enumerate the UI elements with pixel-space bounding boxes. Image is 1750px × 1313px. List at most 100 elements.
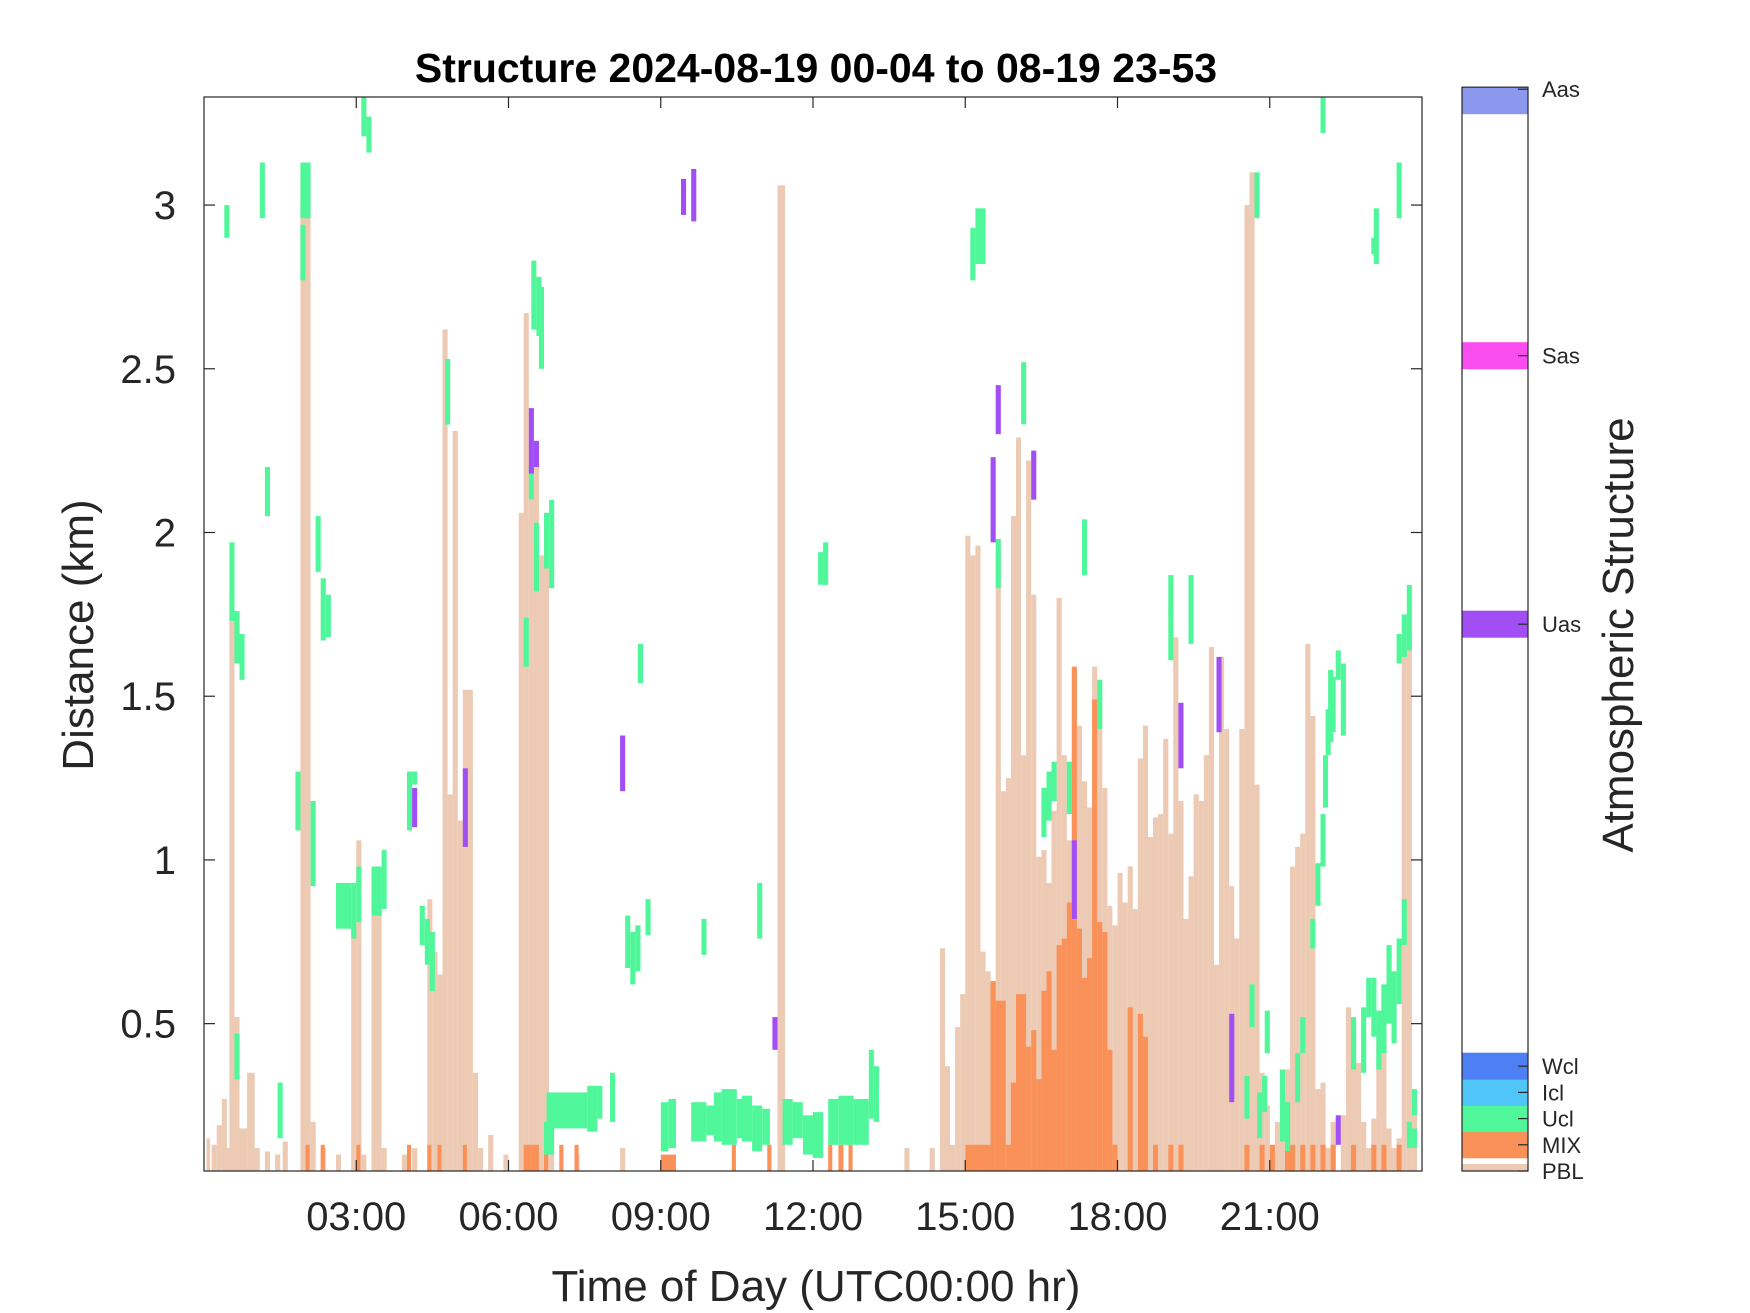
colorbar-tick-label: Wcl bbox=[1542, 1054, 1579, 1079]
cell-ucl bbox=[714, 1092, 722, 1142]
cell-pbl bbox=[229, 598, 235, 1171]
cell-pbl bbox=[381, 1148, 387, 1171]
cell-pbl bbox=[1112, 925, 1118, 1171]
cell-mix bbox=[1041, 990, 1047, 1171]
cell-mix bbox=[660, 1154, 676, 1171]
cell-ucl bbox=[868, 1049, 874, 1119]
cell-ucl bbox=[544, 512, 550, 569]
cell-ucl bbox=[995, 539, 1001, 589]
colorbar-label: Atmospheric Structure bbox=[1594, 417, 1643, 852]
cell-ucl bbox=[1264, 1010, 1270, 1054]
cell-ucl bbox=[701, 918, 707, 955]
y-tick-label: 0.5 bbox=[120, 1003, 176, 1047]
cell-mix bbox=[1285, 1144, 1291, 1171]
cell-mix bbox=[731, 1144, 736, 1171]
x-tick-label: 12:00 bbox=[763, 1195, 863, 1239]
cell-pbl bbox=[620, 1148, 626, 1171]
cell-pbl bbox=[1173, 637, 1179, 1171]
cell-mix bbox=[1097, 922, 1103, 1171]
cell-pbl bbox=[361, 1154, 367, 1171]
cell-mix bbox=[1137, 1013, 1143, 1171]
cell-pbl bbox=[264, 1151, 270, 1171]
cell-ucl bbox=[1396, 938, 1402, 1004]
cell-ucl bbox=[630, 932, 636, 985]
cell-pbl bbox=[960, 994, 966, 1171]
cell-ucl bbox=[1097, 679, 1103, 729]
cell-pbl bbox=[970, 555, 976, 1171]
cell-mix bbox=[1351, 1144, 1357, 1171]
cell-ucl bbox=[813, 1112, 824, 1158]
cell-ucl bbox=[975, 208, 986, 264]
cell-ucl bbox=[1391, 971, 1397, 1044]
cell-pbl bbox=[777, 185, 786, 1171]
cell-ucl bbox=[1340, 663, 1346, 736]
cell-mix bbox=[462, 1144, 467, 1171]
cell-pbl bbox=[518, 512, 524, 1171]
cell-mix bbox=[427, 1144, 432, 1171]
cell-pbl bbox=[1356, 1062, 1362, 1171]
cell-ucl bbox=[325, 594, 331, 638]
cell-mix bbox=[1178, 1144, 1184, 1171]
cell-pbl bbox=[1178, 801, 1184, 1171]
cell-pbl bbox=[1234, 938, 1240, 1171]
cell-mix bbox=[1153, 1144, 1159, 1171]
cell-pbl bbox=[1026, 460, 1032, 1171]
cell-uas bbox=[691, 169, 697, 222]
cell-ucl bbox=[1051, 761, 1057, 801]
cell-mix bbox=[1269, 1144, 1275, 1171]
cell-pbl bbox=[447, 794, 453, 1171]
cell-ucl bbox=[300, 224, 306, 281]
cell-ucl bbox=[1373, 208, 1379, 264]
cell-pbl bbox=[1239, 729, 1245, 1171]
cell-pbl bbox=[1010, 516, 1016, 1171]
cell-pbl bbox=[1208, 647, 1214, 1171]
cell-ucl bbox=[818, 552, 824, 585]
cell-mix bbox=[838, 1144, 844, 1171]
cell-mix bbox=[523, 1144, 532, 1171]
colorbar-swatch-icl bbox=[1462, 1078, 1528, 1106]
cell-pbl bbox=[544, 529, 550, 1171]
cell-mix bbox=[1026, 1046, 1032, 1171]
x-tick-label: 06:00 bbox=[458, 1195, 558, 1239]
cell-mix bbox=[848, 1144, 853, 1171]
cell-pbl bbox=[1381, 984, 1387, 1171]
cell-pbl bbox=[1219, 656, 1225, 1171]
cell-ucl bbox=[1295, 1053, 1301, 1103]
cell-pbl bbox=[1351, 1030, 1357, 1171]
cell-pbl bbox=[929, 1148, 935, 1171]
cell-ucl bbox=[637, 643, 643, 684]
cell-uas bbox=[1229, 1013, 1235, 1103]
cell-pbl bbox=[462, 689, 473, 1171]
cell-pbl bbox=[226, 1148, 232, 1171]
cell-ucl bbox=[1021, 362, 1027, 425]
cell-uas bbox=[1178, 702, 1184, 769]
cell-pbl bbox=[221, 1099, 227, 1171]
cell-ucl bbox=[691, 1102, 707, 1142]
cell-ucl bbox=[706, 1105, 714, 1135]
cell-uas bbox=[533, 440, 539, 467]
cell-pbl bbox=[211, 1144, 217, 1171]
cell-mix bbox=[1127, 1007, 1133, 1171]
cell-pbl bbox=[1148, 837, 1154, 1171]
cell-mix bbox=[1031, 1030, 1037, 1171]
cell-ucl bbox=[429, 932, 435, 991]
cell-ucl bbox=[1168, 611, 1174, 661]
cell-ucl bbox=[315, 516, 321, 572]
y-tick-label: 1 bbox=[154, 839, 176, 883]
x-tick-label: 21:00 bbox=[1220, 1195, 1320, 1239]
cell-ucl bbox=[1366, 977, 1372, 1018]
cell-mix bbox=[1056, 945, 1062, 1171]
cell-ucl bbox=[828, 1099, 839, 1145]
cell-mix bbox=[437, 1144, 442, 1171]
cell-ucl bbox=[1401, 899, 1407, 945]
colorbar-frame bbox=[1461, 86, 1529, 1172]
cell-mix bbox=[1381, 1144, 1387, 1171]
cell-ucl bbox=[1249, 984, 1255, 1027]
cell-pbl bbox=[549, 1154, 555, 1171]
cell-ucl bbox=[445, 359, 451, 425]
cell-pbl bbox=[1366, 1148, 1372, 1171]
cell-pbl bbox=[1122, 902, 1128, 1171]
cell-pbl bbox=[234, 1017, 240, 1171]
x-tick-label: 18:00 bbox=[1067, 1195, 1167, 1239]
